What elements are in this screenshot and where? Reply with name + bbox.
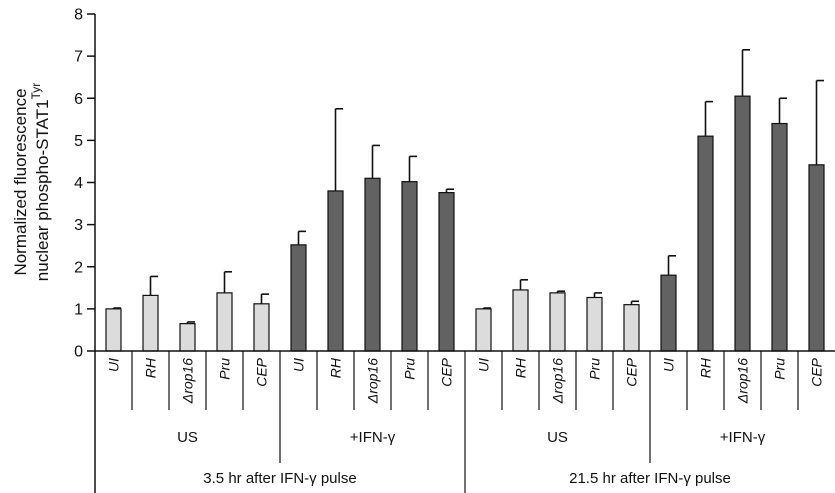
bar (512, 289, 529, 352)
category-label: Δrop16 (365, 358, 381, 404)
bar (216, 292, 233, 352)
treatment-group-label: +IFN-γ (350, 429, 396, 446)
y-tick-label: 4 (74, 175, 83, 192)
y-axis-title-superscript: Tyr (29, 83, 43, 100)
x-axis: UI RH Δrop16 Pru CEP UI RH Δrop16 Pru CEP UI RH Δrop… (94, 350, 835, 493)
category-label: Pru (587, 358, 603, 380)
bar (771, 122, 788, 352)
category-label: CEP (439, 357, 455, 386)
y-axis-label: Normalized fluorescence nuclear phospho-S… (11, 83, 52, 281)
category-label: RH (698, 357, 714, 378)
bar (290, 244, 307, 352)
bar (623, 304, 640, 352)
category-label: Δrop16 (180, 358, 196, 404)
y-tick-label: 2 (74, 259, 83, 276)
treatment-group-label: +IFN-γ (720, 429, 766, 446)
bar (179, 323, 196, 352)
bar (734, 95, 751, 352)
bar (105, 308, 122, 352)
bar (364, 177, 381, 352)
bar (327, 190, 344, 352)
y-tick-label: 7 (74, 49, 83, 66)
bar (660, 274, 677, 352)
y-axis-title-line-2: nuclear phospho-STAT1 (33, 99, 52, 281)
category-label: UI (106, 358, 122, 372)
bar (808, 164, 825, 352)
category-label: Δrop16 (735, 358, 751, 404)
y-tick-label: 8 (74, 7, 83, 24)
y-axis-title: Normalized fluorescence nuclear phospho-S… (11, 83, 52, 281)
category-label: Pru (217, 358, 233, 380)
time-group-label: 21.5 hr after IFN-γ pulse (569, 470, 731, 487)
bar (438, 192, 455, 352)
bar (475, 308, 492, 352)
bars (105, 95, 825, 352)
time-group-label: 3.5 hr after IFN-γ pulse (203, 470, 356, 487)
y-tick-label: 5 (74, 133, 83, 150)
treatment-group-label: US (547, 429, 568, 446)
category-label: CEP (809, 357, 825, 386)
bar (253, 303, 270, 352)
error-bars (112, 49, 824, 324)
category-label: Pru (772, 358, 788, 380)
bar (142, 294, 159, 352)
category-label: RH (513, 357, 529, 378)
bar (697, 135, 714, 352)
bar (549, 292, 566, 352)
y-tick-label: 3 (74, 217, 83, 234)
category-label: RH (143, 357, 159, 378)
category-label: Pru (402, 358, 418, 380)
y-tick-label: 0 (74, 344, 83, 361)
bar (401, 181, 418, 352)
category-label: UI (476, 358, 492, 372)
category-label: CEP (624, 357, 640, 386)
y-axis: 0 1 2 3 4 5 6 7 8 (74, 7, 96, 361)
bar (586, 296, 603, 352)
category-label: UI (291, 358, 307, 372)
y-tick-label: 1 (74, 301, 83, 318)
category-label: CEP (254, 357, 270, 386)
y-tick-label: 6 (74, 91, 83, 108)
category-label: RH (328, 357, 344, 378)
y-axis-title-line-1: Normalized fluorescence (11, 88, 30, 275)
category-label: Δrop16 (550, 358, 566, 404)
category-label: UI (661, 358, 677, 372)
treatment-group-label: US (177, 429, 198, 446)
